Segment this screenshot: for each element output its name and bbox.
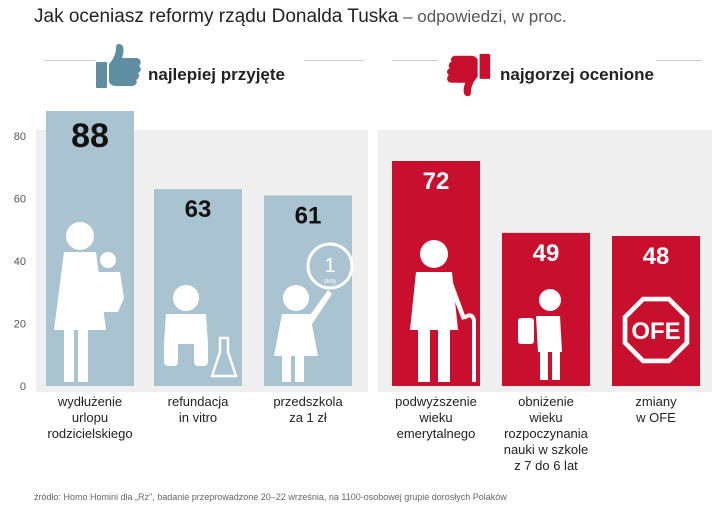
worst-section-label: najgorzej ocenione	[500, 65, 654, 84]
baby-flask-icon	[164, 285, 238, 378]
source-note: źródło: Homo Homini dla „Rz", badanie pr…	[34, 492, 507, 502]
category-label-3: przedszkola za 1 zł	[256, 394, 360, 426]
category-label-6: zmiany w OFE	[604, 394, 708, 426]
chart-title-sub: – odpowiedzi, w proc.	[398, 7, 567, 26]
worst-header-line-left	[392, 60, 438, 95]
category-label-line: refundacja	[167, 394, 229, 409]
category-label-line: wieku	[419, 410, 453, 425]
bar-icons: 1 złoty OFE	[54, 222, 690, 382]
category-label-2: refundacja in vitro	[146, 394, 250, 426]
category-label-line: urlopu	[71, 410, 109, 425]
chart-title-main: Jak oceniasz reformy rządu Donalda Tuska	[34, 6, 399, 27]
value-label-6: 48	[643, 243, 670, 270]
ofe-sign-text: OFE	[631, 318, 680, 345]
category-label-line: obniżenie	[518, 394, 574, 409]
y-tick-label: 80	[14, 131, 26, 143]
value-label-3: 61	[295, 202, 322, 229]
ofe-stop-sign-icon: OFE	[622, 296, 690, 364]
category-label-line: przedszkola	[273, 394, 343, 409]
y-tick-label: 60	[14, 194, 26, 206]
category-label-1: wydłużenie urlopu rodzicielskiego	[38, 394, 142, 442]
value-labels: 88 63 61 72 49 48	[71, 117, 669, 270]
best-header-line-right	[304, 60, 364, 95]
category-label-line: rodzicielskiego	[47, 426, 133, 441]
bar-1	[46, 111, 134, 386]
y-axis: 0 20 40 60 80	[14, 131, 26, 393]
category-label-line: wydłużenie	[57, 394, 123, 409]
category-label-line: emerytalnego	[396, 426, 476, 441]
bars	[46, 111, 700, 386]
category-label-4: podwyższenie wieku emerytalnego	[384, 394, 488, 442]
y-tick-label: 0	[20, 381, 26, 393]
elderly-cane-icon	[410, 240, 476, 382]
y-tick-label: 20	[14, 319, 26, 331]
mother-child-icon	[54, 222, 124, 382]
worst-section-header: najgorzej ocenione	[378, 53, 712, 97]
value-label-5: 49	[533, 240, 560, 267]
value-label-2: 63	[185, 196, 212, 223]
best-header-line-left	[44, 60, 96, 95]
coin-word: złoty	[324, 279, 336, 285]
category-label-line: podwyższenie	[395, 394, 477, 409]
schoolchild-icon	[518, 289, 562, 380]
category-label-line: z 7 do 6 lat	[514, 458, 578, 473]
best-section-label: najlepiej przyjęte	[148, 65, 285, 84]
category-label-5: obniżenie wieku rozpoczynania nauki w szkol…	[494, 394, 598, 474]
category-label-line: zmiany	[635, 394, 677, 409]
category-label-line: rozpoczynania	[504, 426, 588, 441]
category-label-line: wieku	[529, 410, 563, 425]
value-label-4: 72	[423, 168, 450, 195]
chart-title: Jak oceniasz reformy rządu Donalda Tuska…	[34, 6, 567, 28]
thumbs-up-icon	[96, 44, 141, 88]
category-label-line: w OFE	[636, 410, 676, 425]
thumbs-down-icon	[447, 53, 491, 97]
coin-number: 1	[324, 255, 335, 277]
value-label-1: 88	[71, 117, 109, 155]
category-label-line: nauki w szkole	[503, 442, 589, 457]
best-section-header: najlepiej przyjęte	[36, 44, 368, 95]
child-coin-icon: 1 złoty	[274, 242, 354, 382]
category-label-line: in vitro	[178, 410, 218, 425]
category-label-line: za 1 zł	[289, 410, 327, 425]
worst-header-line-right	[656, 60, 702, 95]
y-tick-label: 40	[14, 256, 26, 268]
